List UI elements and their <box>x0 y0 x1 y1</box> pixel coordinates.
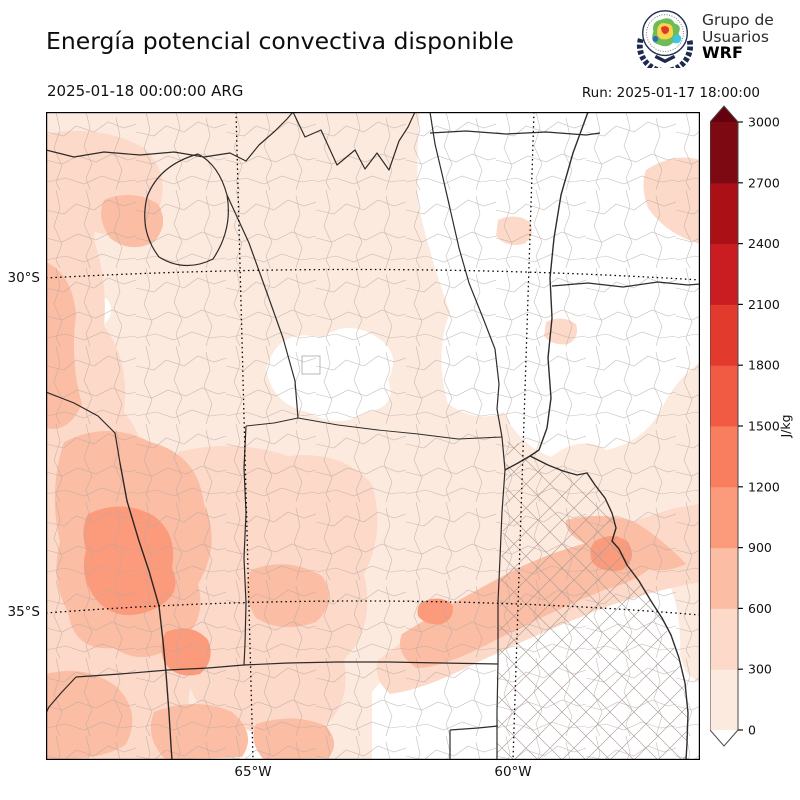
colorbar-tick-label: 3000 <box>748 115 780 130</box>
map-panel <box>46 112 700 760</box>
colorbar-segment <box>710 608 738 670</box>
colorbar-svg: 0 300 600 900 1200 1500 1800 2100 2400 2700 3000 J/… <box>710 105 793 747</box>
logo-line1: Grupo de <box>702 11 774 30</box>
colorbar-tick-label: 0 <box>748 723 756 738</box>
wrf-users-group-logo: Grupo de Usuarios WRF <box>634 6 774 68</box>
colorbar-tick-label: 2700 <box>748 175 780 190</box>
colorbar-unit-label: J/kg <box>778 414 793 438</box>
laurel-wreath <box>636 38 694 68</box>
cape-map <box>46 112 700 760</box>
colorbar-segment <box>710 426 738 488</box>
lon-label-65w: 65°W <box>234 764 272 780</box>
colorbar-tick-label: 2400 <box>748 236 780 251</box>
colorbar-segment <box>710 182 738 245</box>
map-frame <box>46 112 700 760</box>
run-time-label: Run: 2025-01-17 18:00:00 <box>581 85 760 101</box>
lat-label-35s: 35°S <box>7 604 41 620</box>
logo-text: Grupo de Usuarios WRF <box>702 12 774 62</box>
colorbar-tick-label: 2100 <box>748 297 780 312</box>
valid-time-label: 2025-01-18 00:00:00 ARG <box>47 82 244 100</box>
colorbar-tick-label: 900 <box>748 540 772 555</box>
colorbar-segment <box>710 486 738 549</box>
colorbar-tick-label: 300 <box>748 662 772 677</box>
colorbar-segment <box>710 365 738 427</box>
logo-line2: Usuarios <box>702 27 769 46</box>
lat-label-30s: 30°S <box>7 270 41 286</box>
province-borders <box>46 112 700 760</box>
colorbar-segment <box>710 547 738 609</box>
colorbar-segment <box>710 669 738 731</box>
colorbar-segment <box>710 122 738 184</box>
colorbar-tick-label: 1800 <box>748 358 780 373</box>
logo-line3: WRF <box>702 43 743 63</box>
logo-emblem-icon <box>636 10 694 68</box>
colorbar-under-arrow <box>710 730 738 746</box>
colorbar-over-arrow <box>710 106 738 122</box>
square-department <box>301 355 321 375</box>
colorbar-segment <box>710 243 738 305</box>
colorbar-tick-label: 1500 <box>748 419 780 434</box>
colorbar-tick-label: 1200 <box>748 479 780 494</box>
lon-label-60w: 60°W <box>494 764 532 780</box>
colorbar-segment <box>710 304 738 366</box>
logo-map-cyan <box>672 34 682 44</box>
colorbar-tick-label: 600 <box>748 601 772 616</box>
colorbar: 0 300 600 900 1200 1500 1800 2100 2400 2700 3000 J/… <box>710 94 800 764</box>
page-title: Energía potencial convectiva disponible <box>46 27 514 55</box>
logo-ribbon <box>654 54 676 64</box>
logo-map-red <box>661 26 670 35</box>
